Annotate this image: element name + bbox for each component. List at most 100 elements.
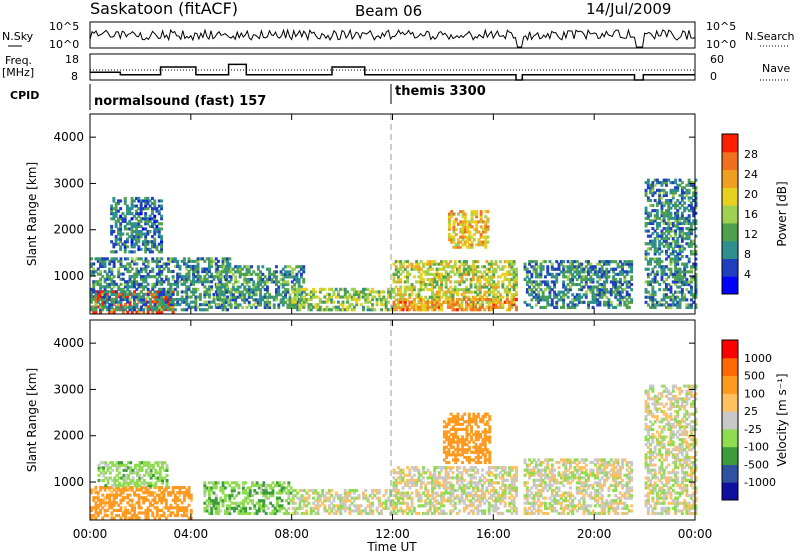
heatmap-cell xyxy=(512,275,516,279)
heatmap-cell xyxy=(155,224,159,228)
heatmap-cell xyxy=(685,242,689,246)
heatmap-cell xyxy=(129,481,133,485)
heatmap-cell xyxy=(612,290,615,294)
heatmap-cell xyxy=(667,288,671,292)
heatmap-cell xyxy=(290,280,294,284)
heatmap-cell xyxy=(555,305,559,309)
heatmap-cell xyxy=(555,280,559,284)
heatmap-cell xyxy=(210,511,214,515)
heatmap-cell xyxy=(139,496,143,500)
heatmap-cell xyxy=(466,230,469,234)
heatmap-cell xyxy=(139,217,143,221)
heatmap-cell xyxy=(453,260,457,264)
heatmap-cell xyxy=(307,292,311,296)
heatmap-cell xyxy=(665,285,668,289)
heatmap-cell xyxy=(117,493,121,497)
heatmap-cell xyxy=(458,272,462,276)
heatmap-cell xyxy=(651,290,655,294)
heatmap-cell xyxy=(147,461,151,465)
heatmap-cell xyxy=(290,285,294,289)
heatmap-cell xyxy=(476,270,480,274)
heatmap-cell xyxy=(96,514,100,518)
heatmap-cell xyxy=(291,298,295,302)
heatmap-cell xyxy=(366,511,370,515)
heatmap-cell xyxy=(431,285,434,289)
heatmap-cell xyxy=(112,214,116,218)
heatmap-cell xyxy=(145,481,149,485)
heatmap-cell xyxy=(279,277,283,281)
heatmap-cell xyxy=(99,479,103,483)
heatmap-cell xyxy=(160,235,163,239)
heatmap-cell xyxy=(494,305,498,309)
heatmap-cell xyxy=(146,240,150,244)
heatmap-cell xyxy=(278,489,282,493)
heatmap-cell xyxy=(612,280,615,284)
heatmap-cell xyxy=(674,249,677,253)
heatmap-cell xyxy=(584,290,588,294)
heatmap-cell xyxy=(440,260,443,264)
heatmap-cell xyxy=(225,267,228,271)
heatmap-cell xyxy=(658,300,662,304)
heatmap-cell xyxy=(589,300,593,304)
heatmap-cell xyxy=(225,280,228,284)
heatmap-cell xyxy=(321,300,325,304)
heatmap-cell xyxy=(609,290,613,294)
heatmap-cell xyxy=(472,233,476,237)
heatmap-cell xyxy=(111,479,115,483)
heatmap-cell xyxy=(128,290,132,294)
heatmap-cell xyxy=(474,298,478,302)
heatmap-cell xyxy=(300,295,304,299)
heatmap-cell xyxy=(456,288,459,292)
heatmap-cell xyxy=(450,235,454,239)
heatmap-cell xyxy=(115,491,118,495)
heatmap-cell xyxy=(466,220,469,224)
heatmap-cell xyxy=(236,270,240,274)
heatmap-cell xyxy=(254,305,258,309)
heatmap-cell xyxy=(302,270,306,274)
heatmap-cell xyxy=(192,270,195,274)
heatmap-cell xyxy=(111,463,115,467)
heatmap-cell xyxy=(692,239,696,243)
heatmap-cell xyxy=(448,225,451,229)
heatmap-cell xyxy=(94,506,98,510)
heatmap-cell xyxy=(569,270,572,274)
heatmap-cell xyxy=(225,277,228,281)
heatmap-cell xyxy=(298,308,302,312)
heatmap-cell xyxy=(160,245,163,249)
heatmap-cell xyxy=(158,461,162,465)
heatmap-cell xyxy=(392,471,396,475)
heatmap-cell xyxy=(343,494,347,498)
heatmap-cell xyxy=(603,290,606,294)
heatmap-cell xyxy=(99,466,103,470)
heatmap-cell xyxy=(649,295,652,299)
heatmap-cell xyxy=(406,288,409,292)
heatmap-cell xyxy=(399,476,403,480)
heatmap-cell xyxy=(544,298,547,302)
heatmap-cell xyxy=(557,262,561,266)
heatmap-cell xyxy=(146,199,150,203)
heatmap-cell xyxy=(141,227,145,231)
heatmap-cell xyxy=(103,511,107,515)
heatmap-cell xyxy=(462,290,466,294)
heatmap-cell xyxy=(293,501,297,505)
heatmap-cell xyxy=(135,310,139,314)
heatmap-cell xyxy=(410,305,414,309)
heatmap-cell xyxy=(231,272,235,276)
heatmap-cell xyxy=(469,283,473,287)
heatmap-cell xyxy=(627,262,631,266)
heatmap-cell xyxy=(655,247,659,251)
heatmap-cell xyxy=(694,191,698,195)
heatmap-cell xyxy=(475,220,479,224)
heatmap-cell xyxy=(460,298,464,302)
heatmap-cell xyxy=(171,277,175,281)
heatmap-cell xyxy=(124,486,127,490)
heatmap-cell xyxy=(119,224,123,228)
heatmap-cell xyxy=(167,262,170,266)
heatmap-cell xyxy=(651,303,655,307)
heatmap-cell xyxy=(122,476,126,480)
heatmap-cell xyxy=(387,499,390,503)
heatmap-cell xyxy=(228,506,232,510)
heatmap-cell xyxy=(618,283,622,287)
heatmap-cell xyxy=(230,506,234,510)
heatmap-cell xyxy=(208,259,211,263)
